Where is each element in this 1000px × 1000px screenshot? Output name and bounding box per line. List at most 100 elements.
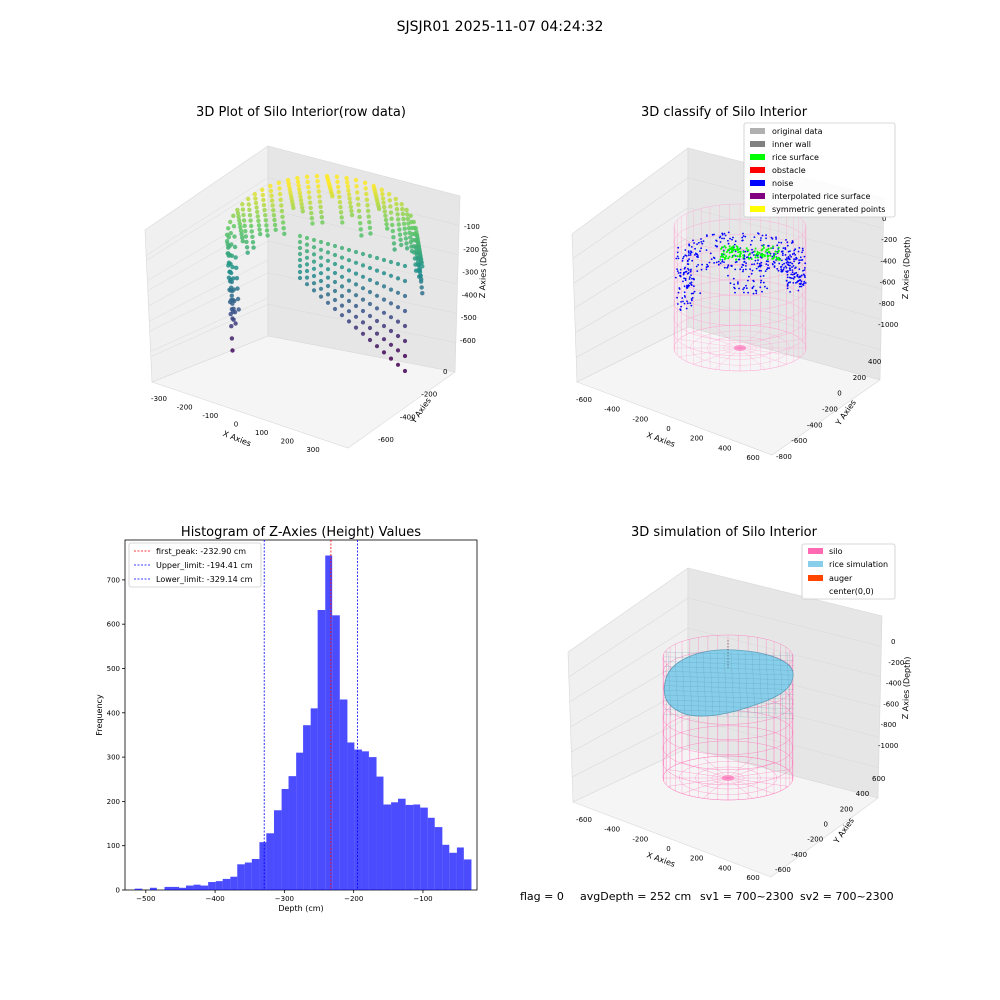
noise-point — [682, 257, 684, 260]
raw-scatter-point — [332, 252, 338, 258]
noise-point — [765, 237, 767, 240]
histogram-bar — [420, 807, 428, 890]
simulation-gridline — [572, 717, 689, 778]
classify-z-ticks: 0 -200 -400 -600 -800 -1000 — [878, 215, 898, 329]
histogram-bar — [288, 776, 297, 890]
noise-point — [685, 255, 688, 257]
noise-point — [727, 274, 729, 277]
rice-surface-point — [763, 255, 766, 258]
noise-point — [761, 290, 763, 293]
noise-point — [791, 240, 794, 242]
noise-point — [802, 269, 804, 272]
raw-scatter-point — [297, 245, 303, 251]
noise-point — [691, 299, 693, 302]
raw-scatter-point — [272, 222, 278, 228]
classify-z-tick-400: -400 — [880, 257, 896, 265]
legend-label-first-peak: first_peak: -232.90 cm — [156, 547, 246, 556]
legend-swatch-rice-surface — [750, 154, 765, 160]
noise-point — [782, 268, 785, 271]
raw-scatter-point — [396, 222, 401, 227]
raw-scatter-point — [311, 288, 317, 293]
noise-point — [744, 235, 747, 238]
raw-scatter-point — [382, 204, 387, 210]
raw-scatter-point — [394, 207, 400, 212]
raw-scatter-point — [398, 237, 403, 242]
histogram-bar — [427, 817, 435, 890]
raw-scatter-point — [395, 212, 400, 217]
noise-point — [689, 252, 692, 255]
raw-scatter-point — [300, 209, 305, 214]
noise-point — [682, 255, 685, 258]
rice-surface-mesh-line — [751, 651, 756, 717]
rice-surface-mesh-line — [723, 651, 728, 717]
raw-scatter-point — [237, 218, 242, 223]
raw-scatter-point — [348, 204, 353, 210]
noise-point — [784, 254, 787, 256]
raw-scatter-point — [332, 279, 338, 285]
noise-point — [804, 282, 807, 284]
raw-z-tick-300: -300 — [462, 269, 478, 277]
noise-point — [692, 239, 694, 242]
legend-label-inner-wall: inner wall — [772, 140, 811, 149]
noise-point — [691, 277, 693, 280]
noise-point — [734, 240, 737, 243]
rice-surface-point — [772, 256, 775, 259]
noise-point — [690, 268, 692, 271]
classify-z-tick-200: -200 — [881, 236, 897, 244]
raw-scatter-point — [360, 331, 366, 336]
noise-point — [690, 246, 693, 248]
raw-scatter-point — [374, 318, 380, 324]
classify-silo-ring — [673, 218, 807, 266]
raw-scatter-point — [228, 219, 233, 225]
raw-scatter-point — [387, 198, 392, 203]
rice-surface-mesh-line — [663, 699, 795, 705]
raw-scatter-point — [230, 264, 235, 270]
raw-scatter-point — [346, 247, 352, 253]
noise-point — [675, 257, 678, 260]
raw-scatter-point — [315, 179, 320, 184]
noise-point — [697, 255, 699, 257]
noise-point — [760, 264, 763, 267]
histogram-x-ticks: −500 −400 −300 −200 −100 — [136, 890, 433, 903]
noise-point — [723, 232, 726, 235]
raw-scatter-point — [367, 225, 373, 230]
raw-scatter-point — [399, 242, 404, 248]
noise-point — [684, 254, 687, 257]
raw-scatter-point — [381, 310, 387, 315]
raw-scatter-point — [226, 275, 232, 280]
noise-point — [679, 275, 682, 278]
raw-scatter-point — [367, 337, 373, 343]
noise-point — [681, 297, 684, 299]
raw-scatter-point — [399, 202, 404, 207]
y-tick-label: 400 — [107, 709, 120, 717]
raw-scatter-point — [228, 311, 233, 317]
raw-scatter-point — [232, 310, 238, 315]
raw-x-tick-100: 100 — [255, 429, 268, 437]
histogram-bar — [347, 742, 355, 890]
noise-point — [744, 250, 747, 253]
noise-point — [745, 262, 747, 265]
histogram-bar — [244, 862, 252, 890]
raw-scatter-point — [232, 234, 237, 239]
noise-point — [686, 302, 689, 305]
histogram-bar — [317, 610, 326, 890]
raw-scatter-point — [232, 244, 238, 250]
simulation-y-tick-0: 0 — [824, 821, 828, 829]
noise-point — [790, 273, 793, 276]
rice-surface-mesh-line — [663, 675, 795, 681]
classify-gridline — [576, 296, 689, 358]
noise-point — [801, 259, 804, 261]
raw-scatter-point — [269, 193, 274, 198]
raw-scatter-point — [261, 197, 266, 203]
raw-scatter-point — [325, 241, 331, 247]
raw-scatter-point — [229, 253, 235, 258]
raw-scatter-point — [325, 292, 331, 297]
noise-point — [755, 290, 758, 292]
noise-point — [690, 281, 693, 284]
rice-surface-point — [767, 254, 770, 257]
raw-scatter-point — [346, 278, 352, 283]
noise-point — [795, 266, 797, 269]
noise-point — [761, 234, 764, 237]
raw-floor — [151, 335, 456, 449]
rice-surface-point — [774, 253, 777, 256]
